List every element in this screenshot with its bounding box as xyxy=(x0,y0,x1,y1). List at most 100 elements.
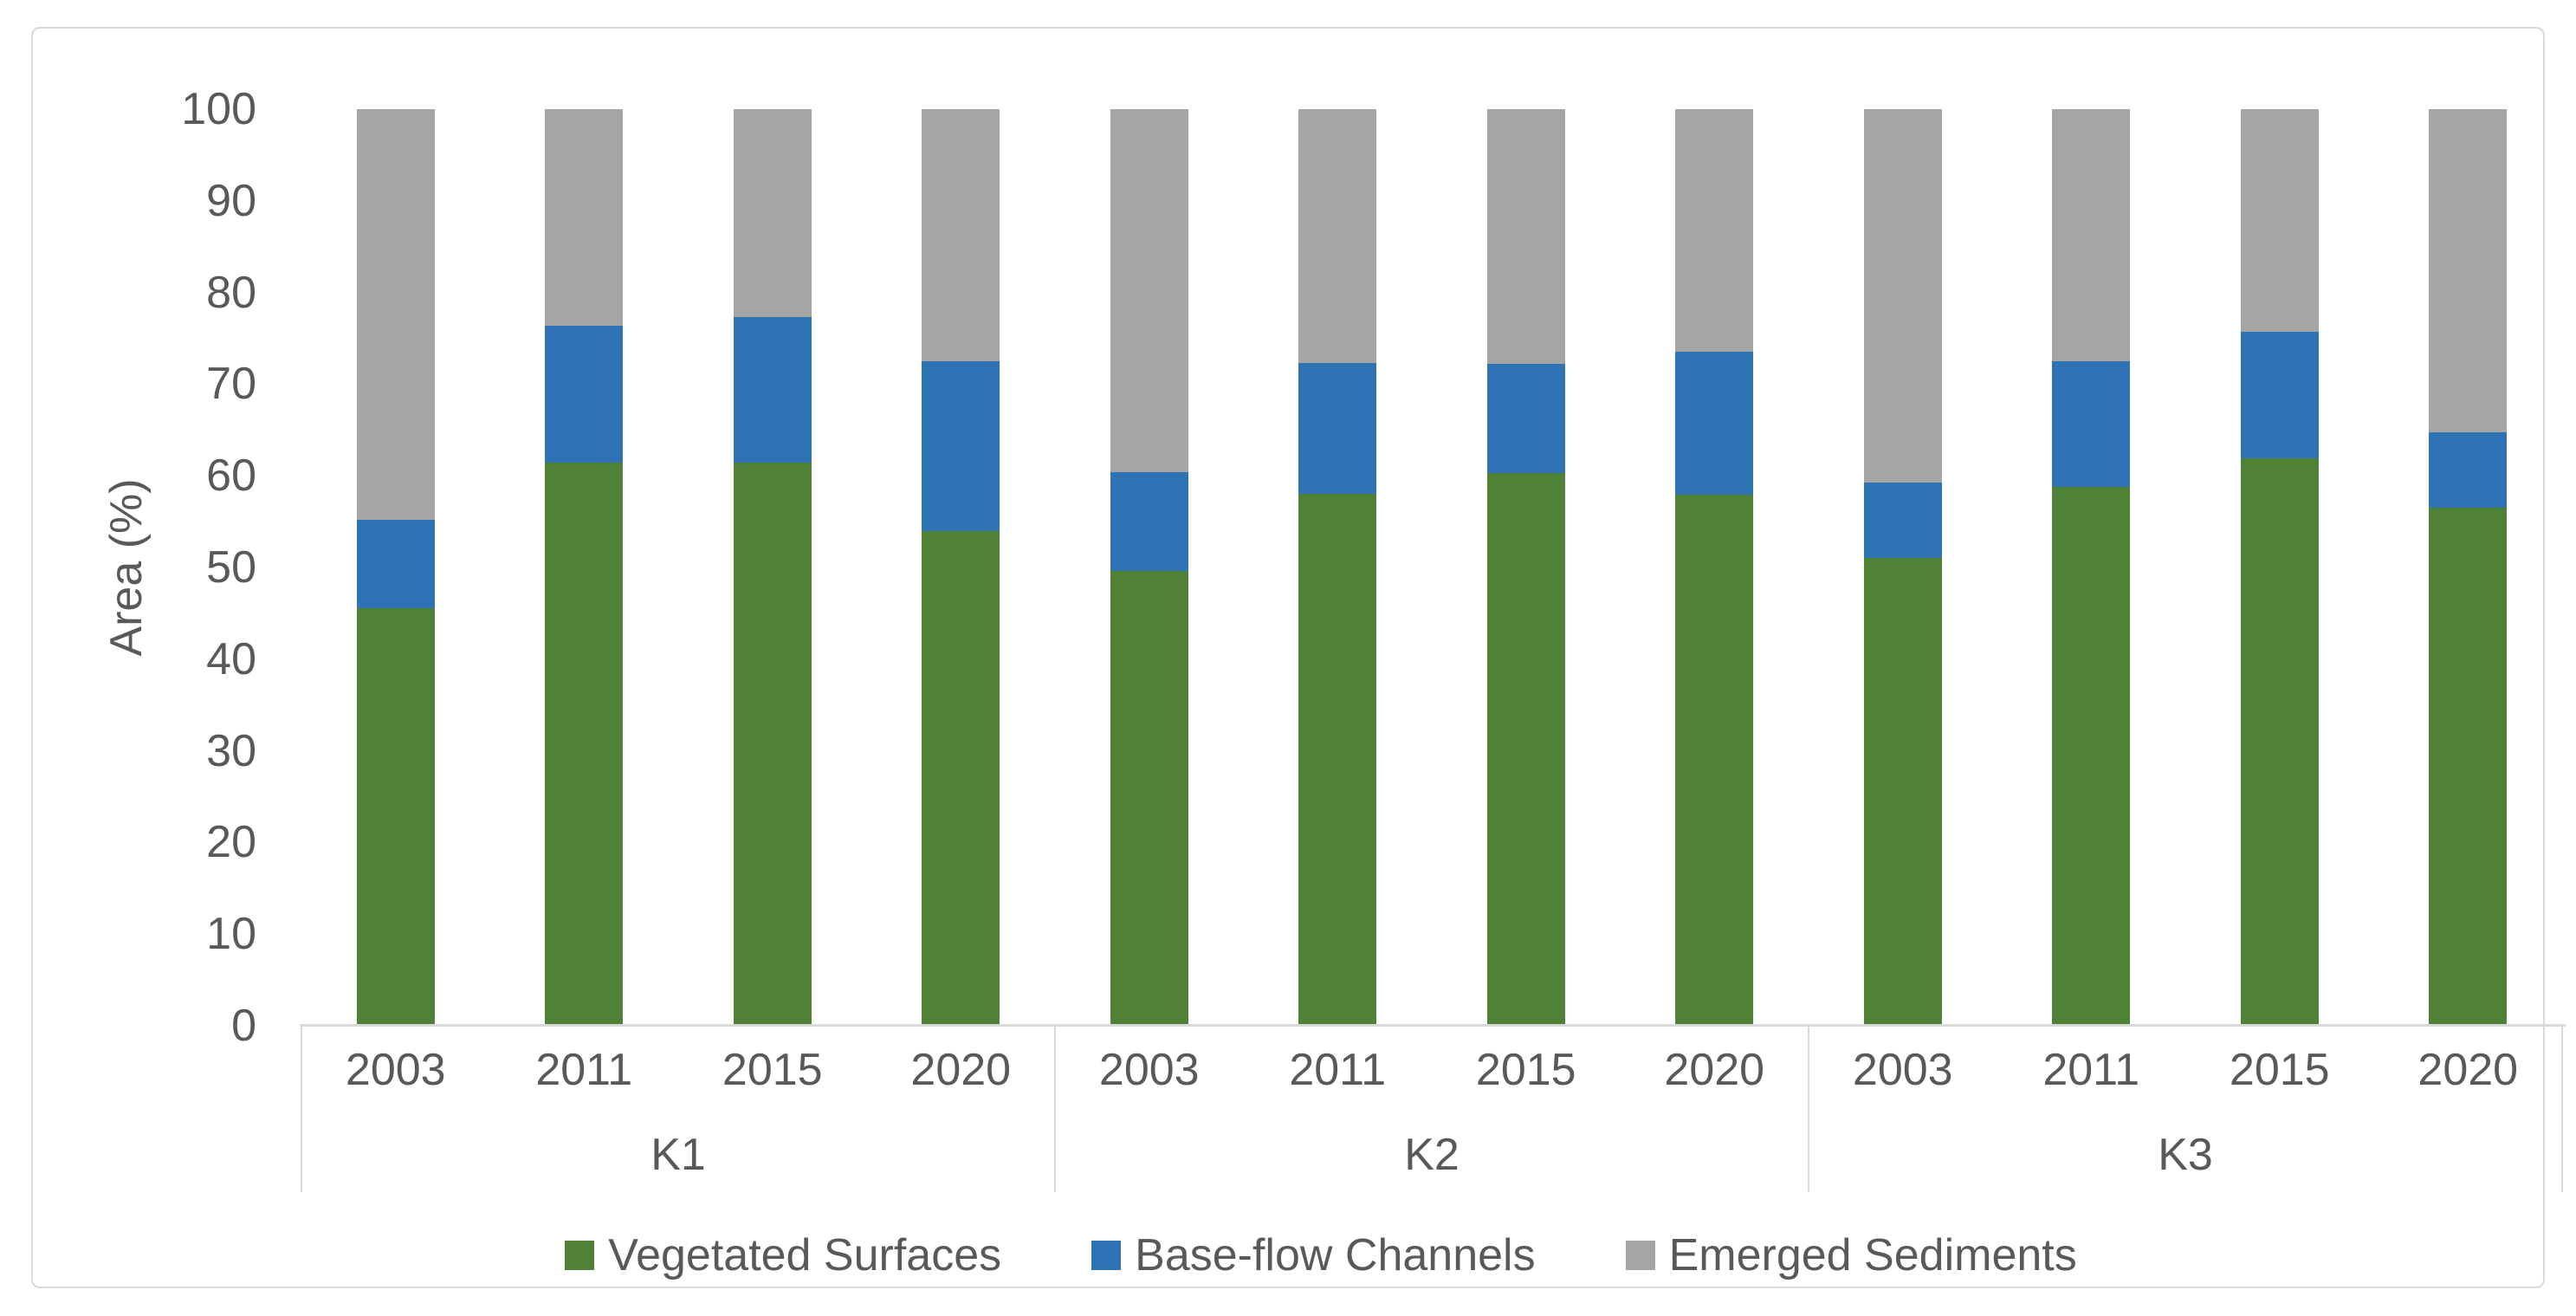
x-year-label: 2003 xyxy=(1852,1045,1953,1095)
bar-segment-vegetated-surfaces xyxy=(1675,495,1754,1026)
stacked-bar-2020 xyxy=(922,109,1000,1026)
y-tick-label: 10 xyxy=(206,909,256,960)
y-tick-label: 90 xyxy=(206,175,256,226)
x-group-label-k1: K1 xyxy=(650,1130,706,1180)
stacked-bar-2011 xyxy=(545,109,624,1026)
bar-segment-emerged-sediments xyxy=(1675,109,1754,353)
stacked-bar-2020 xyxy=(1675,109,1754,1026)
bar-segment-base-flow-channels xyxy=(1863,482,1942,559)
plot-area xyxy=(301,109,2562,1026)
bar-segment-base-flow-channels xyxy=(733,317,812,464)
bar-segment-base-flow-channels xyxy=(2052,360,2131,487)
bar-segment-emerged-sediments xyxy=(922,109,1000,361)
bar-segment-base-flow-channels xyxy=(922,360,1000,531)
x-year-label: 2015 xyxy=(1475,1045,1576,1095)
bar-segment-vegetated-surfaces xyxy=(922,530,1000,1026)
legend-label-vegetated-surfaces: Vegetated Surfaces xyxy=(608,1230,1002,1280)
x-axis-year-labels: 2003 2011 2015 2020 2003 2011 2015 2020 2003 2011… xyxy=(301,1035,2562,1105)
y-tick-label: 50 xyxy=(206,542,256,593)
stacked-bar-2011 xyxy=(1298,109,1377,1026)
legend-item-base-flow-channels: Base-flow Channels xyxy=(1091,1229,1536,1281)
bar-segment-emerged-sediments xyxy=(2240,109,2319,333)
x-year-label: 2011 xyxy=(2042,1045,2140,1095)
bar-segment-vegetated-surfaces xyxy=(545,463,624,1026)
legend: Vegetated Surfaces Base-flow Channels Emer… xyxy=(33,1228,2576,1283)
stacked-bar-2015 xyxy=(1486,109,1565,1026)
bar-slot xyxy=(490,109,679,1026)
legend-swatch-base-flow-channels xyxy=(1091,1241,1122,1270)
y-tick-label: 20 xyxy=(206,817,256,868)
y-tick-label: 80 xyxy=(206,267,256,318)
bar-slot xyxy=(1809,109,1997,1026)
bar-segment-vegetated-surfaces xyxy=(2429,508,2508,1026)
bar-segment-emerged-sediments xyxy=(733,109,812,318)
bar-segment-vegetated-surfaces xyxy=(1486,473,1565,1026)
chart-frame: Area (%) 0 10 20 30 40 50 60 70 80 90 100 2003 2011… xyxy=(31,27,2566,1288)
stacked-bar-2011 xyxy=(2052,109,2131,1026)
bar-segment-base-flow-channels xyxy=(545,325,624,464)
group-separator xyxy=(301,1026,302,1192)
y-tick-label: 100 xyxy=(181,84,256,134)
bar-segment-emerged-sediments xyxy=(2429,109,2508,433)
stacked-bar-2015 xyxy=(733,109,812,1026)
x-year-label: 2015 xyxy=(722,1045,823,1095)
bar-segment-emerged-sediments xyxy=(1863,109,1942,483)
stacked-bar-2003 xyxy=(356,109,435,1026)
bar-segment-emerged-sediments xyxy=(1486,109,1565,365)
stacked-bar-2003 xyxy=(1110,109,1188,1026)
bar-segment-base-flow-channels xyxy=(1298,363,1377,495)
stacked-bar-2003 xyxy=(1863,109,1942,1026)
bar-slot xyxy=(2374,109,2563,1026)
x-year-label: 2003 xyxy=(1098,1045,1200,1095)
x-axis-line xyxy=(300,1024,2566,1027)
bar-segment-emerged-sediments xyxy=(356,109,435,520)
bar-segment-base-flow-channels xyxy=(1110,471,1188,572)
bar-segment-vegetated-surfaces xyxy=(2052,486,2131,1026)
bar-segment-vegetated-surfaces xyxy=(2240,458,2319,1026)
x-year-label: 2020 xyxy=(910,1045,1012,1095)
legend-item-vegetated-surfaces: Vegetated Surfaces xyxy=(565,1229,1001,1281)
group-separator xyxy=(2561,1026,2563,1192)
bar-segment-emerged-sediments xyxy=(1298,109,1377,364)
legend-swatch-vegetated-surfaces xyxy=(565,1241,595,1270)
bar-segment-vegetated-surfaces xyxy=(356,607,435,1026)
y-tick-label: 0 xyxy=(231,1001,256,1051)
bar-segment-base-flow-channels xyxy=(2429,432,2508,509)
bar-slot xyxy=(1997,109,2186,1026)
bar-segment-vegetated-surfaces xyxy=(1298,494,1377,1026)
bar-slot xyxy=(867,109,1056,1026)
x-year-label: 2011 xyxy=(1289,1045,1387,1095)
bar-segment-emerged-sediments xyxy=(2052,109,2131,361)
legend-label-base-flow-channels: Base-flow Channels xyxy=(1135,1230,1536,1280)
group-separator xyxy=(1808,1026,1809,1192)
x-group-label-k3: K3 xyxy=(2158,1130,2213,1180)
bar-slot xyxy=(1055,109,1244,1026)
x-year-label: 2020 xyxy=(1664,1045,1765,1095)
bar-segment-emerged-sediments xyxy=(1110,109,1188,472)
bar-segment-base-flow-channels xyxy=(1675,352,1754,496)
bar-segment-base-flow-channels xyxy=(1486,364,1565,474)
bar-slot xyxy=(1621,109,1809,1026)
bar-segment-base-flow-channels xyxy=(2240,332,2319,459)
x-axis-group-labels: K1 K2 K3 xyxy=(301,1118,2562,1191)
bar-slot xyxy=(1432,109,1621,1026)
x-group-label-k2: K2 xyxy=(1404,1130,1460,1180)
x-year-label: 2011 xyxy=(535,1045,633,1095)
x-year-label: 2015 xyxy=(2229,1045,2330,1095)
legend-label-emerged-sediments: Emerged Sediments xyxy=(1668,1230,2077,1280)
legend-swatch-emerged-sediments xyxy=(1625,1241,1655,1270)
y-tick-label: 60 xyxy=(206,451,256,502)
y-tick-label: 70 xyxy=(206,359,256,410)
bar-slot xyxy=(2185,109,2374,1026)
x-year-label: 2003 xyxy=(345,1045,446,1095)
bar-segment-vegetated-surfaces xyxy=(733,463,812,1026)
stacked-bar-2015 xyxy=(2240,109,2319,1026)
y-tick-label: 30 xyxy=(206,725,256,776)
bar-slot xyxy=(1244,109,1433,1026)
bar-segment-base-flow-channels xyxy=(356,520,435,608)
bar-segment-vegetated-surfaces xyxy=(1863,558,1942,1026)
bar-slot xyxy=(301,109,490,1026)
y-tick-label: 40 xyxy=(206,633,256,684)
bar-slot xyxy=(678,109,867,1026)
